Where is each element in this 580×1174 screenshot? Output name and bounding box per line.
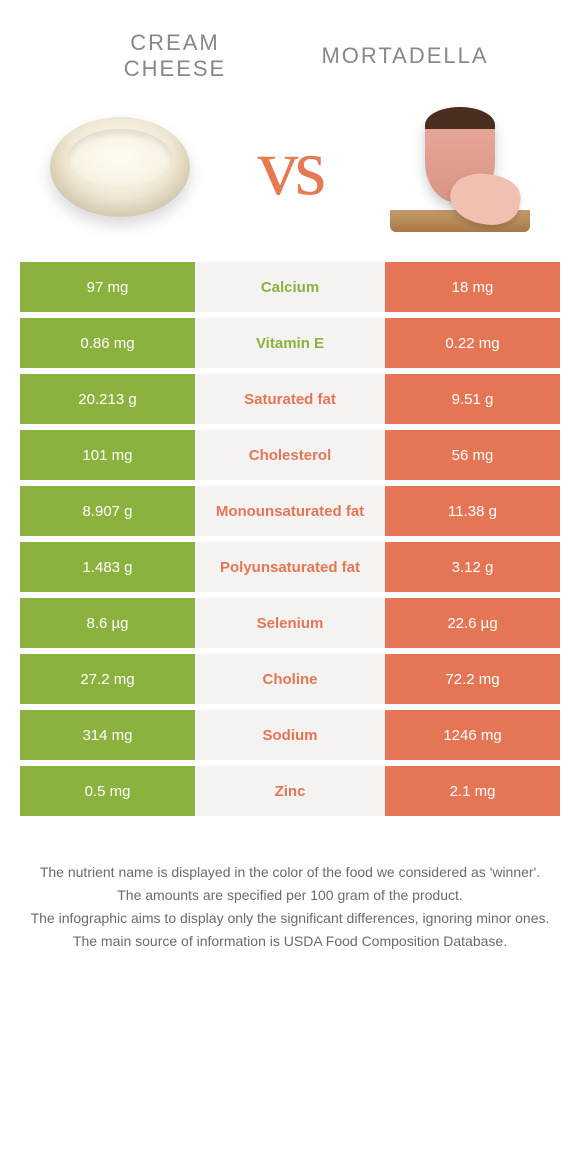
vs-label: vs bbox=[258, 126, 323, 208]
value-right: 0.22 mg bbox=[385, 318, 560, 368]
value-left: 0.5 mg bbox=[20, 766, 195, 816]
value-right: 56 mg bbox=[385, 430, 560, 480]
table-row: 1.483 gPolyunsaturated fat3.12 g bbox=[20, 542, 560, 592]
footer-line-3: The infographic aims to display only the… bbox=[30, 908, 550, 929]
food-right-image bbox=[380, 102, 540, 232]
cream-cheese-icon bbox=[50, 117, 190, 217]
table-row: 314 mgSodium1246 mg bbox=[20, 710, 560, 760]
nutrient-name: Calcium bbox=[195, 262, 385, 312]
value-left: 27.2 mg bbox=[20, 654, 195, 704]
nutrient-table: 97 mgCalcium18 mg 0.86 mgVitamin E0.22 mg… bbox=[0, 262, 580, 816]
food-right-title: Mortadella bbox=[290, 43, 520, 69]
food-left-image bbox=[40, 102, 200, 232]
footer-line-4: The main source of information is USDA F… bbox=[30, 931, 550, 952]
value-right: 11.38 g bbox=[385, 486, 560, 536]
table-row: 8.6 µgSelenium22.6 µg bbox=[20, 598, 560, 648]
table-row: 101 mgCholesterol56 mg bbox=[20, 430, 560, 480]
footer-notes: The nutrient name is displayed in the co… bbox=[0, 822, 580, 952]
nutrient-name: Sodium bbox=[195, 710, 385, 760]
nutrient-name: Selenium bbox=[195, 598, 385, 648]
value-right: 3.12 g bbox=[385, 542, 560, 592]
value-right: 18 mg bbox=[385, 262, 560, 312]
nutrient-name: Saturated fat bbox=[195, 374, 385, 424]
food-left-title: Cream cheese bbox=[60, 30, 290, 82]
hero-row: vs bbox=[0, 92, 580, 262]
table-row: 97 mgCalcium18 mg bbox=[20, 262, 560, 312]
comparison-header: Cream cheese Mortadella bbox=[0, 0, 580, 92]
value-right: 22.6 µg bbox=[385, 598, 560, 648]
value-left: 0.86 mg bbox=[20, 318, 195, 368]
value-right: 2.1 mg bbox=[385, 766, 560, 816]
value-left: 8.907 g bbox=[20, 486, 195, 536]
table-row: 0.5 mgZinc2.1 mg bbox=[20, 766, 560, 816]
table-row: 27.2 mgCholine72.2 mg bbox=[20, 654, 560, 704]
nutrient-name: Vitamin E bbox=[195, 318, 385, 368]
value-right: 9.51 g bbox=[385, 374, 560, 424]
table-row: 20.213 gSaturated fat9.51 g bbox=[20, 374, 560, 424]
table-row: 0.86 mgVitamin E0.22 mg bbox=[20, 318, 560, 368]
nutrient-name: Choline bbox=[195, 654, 385, 704]
value-right: 72.2 mg bbox=[385, 654, 560, 704]
mortadella-icon bbox=[390, 102, 530, 232]
value-left: 1.483 g bbox=[20, 542, 195, 592]
value-left: 101 mg bbox=[20, 430, 195, 480]
footer-line-1: The nutrient name is displayed in the co… bbox=[30, 862, 550, 883]
value-left: 314 mg bbox=[20, 710, 195, 760]
nutrient-name: Monounsaturated fat bbox=[195, 486, 385, 536]
footer-line-2: The amounts are specified per 100 gram o… bbox=[30, 885, 550, 906]
food-left-title-line2: cheese bbox=[124, 56, 226, 81]
value-left: 20.213 g bbox=[20, 374, 195, 424]
value-right: 1246 mg bbox=[385, 710, 560, 760]
value-left: 8.6 µg bbox=[20, 598, 195, 648]
nutrient-name: Zinc bbox=[195, 766, 385, 816]
nutrient-name: Polyunsaturated fat bbox=[195, 542, 385, 592]
table-row: 8.907 gMonounsaturated fat11.38 g bbox=[20, 486, 560, 536]
food-left-title-line1: Cream bbox=[130, 30, 219, 55]
value-left: 97 mg bbox=[20, 262, 195, 312]
nutrient-name: Cholesterol bbox=[195, 430, 385, 480]
